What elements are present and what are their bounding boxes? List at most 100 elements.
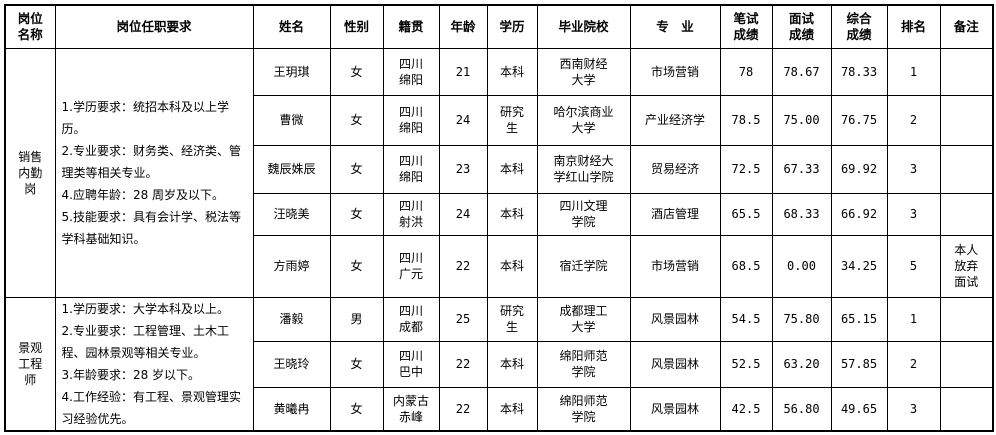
header-requirements: 岗位任职要求 [54, 4, 254, 49]
cell-major: 风景园林 [629, 340, 721, 388]
cell-major: 风景园林 [629, 296, 721, 342]
cell-gender: 男 [329, 296, 384, 342]
cell-education: 本科 [486, 386, 538, 432]
table-row: 王晓玲女四川 巴中 22 本科 绵阳师范 学院 风景园林 52.5 63.20 57.85 2 [5, 340, 994, 388]
cell-written-score: 78 [719, 47, 773, 96]
position-requirements: 1.学历要求：大学本科及以上。 2.专业要求：工程管理、土木工程、园林景观等相关专… [54, 296, 254, 431]
cell-rank: 5 [886, 234, 941, 298]
position-name: 销售 内勤 岗 [4, 47, 56, 298]
cell-name: 方雨婷 [252, 234, 331, 298]
cell-gender: 女 [329, 192, 384, 236]
header-name: 姓名 [252, 4, 331, 49]
table-row: 魏辰姝辰女四川 绵阳 23 本科 南京财经大 学红山学院 贸易经济 72.5 67.33 69… [5, 144, 994, 194]
cell-note [939, 340, 994, 388]
header-row: 岗位 名称 岗位任职要求 姓名 性别 籍贯 年龄 学历 毕业院校专 业笔试 成绩 面试 成绩 综合… [4, 4, 994, 49]
cell-major: 市场营销 [629, 47, 721, 96]
cell-written-score: 68.5 [719, 234, 773, 298]
cell-interview-score: 75.80 [771, 296, 832, 342]
cell-age: 22 [438, 340, 488, 388]
requirement-item: 3.年龄要求：28 岁以下。 [61, 367, 201, 382]
cell-note [939, 386, 994, 432]
cell-total-score: 69.92 [830, 144, 888, 194]
cell-education: 本科 [486, 47, 538, 96]
cell-written-score: 54.5 [719, 296, 773, 342]
cell-interview-score: 56.80 [771, 386, 832, 432]
cell-written-score: 72.5 [719, 144, 773, 194]
cell-school: 西南财经 大学 [536, 47, 631, 96]
cell-origin: 四川 成都 [382, 296, 440, 342]
cell-origin: 四川 广元 [382, 234, 440, 298]
cell-name: 曹微 [252, 94, 331, 146]
cell-rank: 3 [886, 386, 941, 432]
cell-rank: 3 [886, 144, 941, 194]
position-requirements: 1.学历要求：统招本科及以上学历。 2.专业要求：财务类、经济类、管理类等相关专业… [54, 47, 254, 298]
cell-gender: 女 [329, 234, 384, 298]
cell-major: 市场营销 [629, 234, 721, 298]
cell-gender: 女 [329, 144, 384, 194]
cell-rank: 3 [886, 192, 941, 236]
cell-origin: 四川 绵阳 [382, 47, 440, 96]
header-gender: 性别 [329, 4, 384, 49]
header-major: 专 业 [629, 4, 721, 49]
cell-total-score: 65.15 [830, 296, 888, 342]
cell-name: 汪晓美 [252, 192, 331, 236]
header-position: 岗位 名称 [4, 4, 56, 49]
cell-total-score: 78.33 [830, 47, 888, 96]
cell-name: 潘毅 [252, 296, 331, 342]
cell-name: 魏辰姝辰 [252, 144, 331, 194]
cell-education: 本科 [486, 340, 538, 388]
cell-education: 研究 生 [486, 94, 538, 146]
header-origin: 籍贯 [382, 4, 440, 49]
requirement-item: 2.专业要求：财务类、经济类、管理类等相关专业。 [61, 143, 241, 180]
cell-note: 本人 放弃 面试 [939, 234, 994, 298]
cell-major: 贸易经济 [629, 144, 721, 194]
table-row: 汪晓美女四川 射洪 24 本科 四川文理 学院 酒店管理 65.5 68.33 66.92 3 [5, 192, 994, 236]
cell-note [939, 296, 994, 342]
cell-name: 王晓玲 [252, 340, 331, 388]
cell-gender: 女 [329, 386, 384, 432]
cell-total-score: 66.92 [830, 192, 888, 236]
cell-school: 绵阳师范 学院 [536, 340, 631, 388]
cell-note [939, 94, 994, 146]
table-row: 景观 工程 师 1.学历要求：大学本科及以上。 2.专业要求：工程管理、土木工程、园… [4, 296, 994, 431]
cell-age: 24 [438, 94, 488, 146]
cell-age: 24 [438, 192, 488, 236]
position-name: 景观 工程 师 [4, 296, 56, 431]
requirement-item: 1.学历要求：大学本科及以上。 [61, 301, 229, 316]
cell-gender: 女 [329, 47, 384, 96]
cell-school: 成都理工 大学 [536, 296, 631, 342]
cell-note [939, 144, 994, 194]
cell-age: 23 [438, 144, 488, 194]
cell-age: 25 [438, 296, 488, 342]
cell-school: 南京财经大 学红山学院 [536, 144, 631, 194]
cell-rank: 2 [886, 94, 941, 146]
header-written-score: 笔试 成绩 [719, 4, 773, 49]
cell-note [939, 47, 994, 96]
cell-interview-score: 67.33 [771, 144, 832, 194]
cell-origin: 内蒙古 赤峰 [382, 386, 440, 432]
cell-major: 风景园林 [629, 386, 721, 432]
header-note: 备注 [939, 4, 994, 49]
requirement-item: 4.应聘年龄：28 周岁及以下。 [61, 187, 225, 202]
cell-total-score: 34.25 [830, 234, 888, 298]
header-school: 毕业院校 [536, 4, 631, 49]
cell-interview-score: 0.00 [771, 234, 832, 298]
cell-total-score: 76.75 [830, 94, 888, 146]
header-interview-score: 面试 成绩 [771, 4, 832, 49]
cell-origin: 四川 绵阳 [382, 144, 440, 194]
cell-education: 本科 [486, 144, 538, 194]
cell-origin: 四川 绵阳 [382, 94, 440, 146]
cell-major: 产业经济学 [629, 94, 721, 146]
cell-name: 王玥琪 [252, 47, 331, 96]
table-row: 销售 内勤 岗 1.学历要求：统招本科及以上学历。 2.专业要求：财务类、经济类、管… [4, 47, 994, 298]
header-total-score: 综合 成绩 [830, 4, 888, 49]
cell-age: 22 [438, 234, 488, 298]
cell-education: 本科 [486, 234, 538, 298]
requirement-item: 1.学历要求：统招本科及以上学历。 [61, 99, 229, 136]
cell-school: 宿迁学院 [536, 234, 631, 298]
header-education: 学历 [486, 4, 538, 49]
header-rank: 排名 [886, 4, 941, 49]
cell-education: 研究 生 [486, 296, 538, 342]
cell-origin: 四川 射洪 [382, 192, 440, 236]
requirement-item: 4.工作经验：有工程、景观管理实习经验优先。 [61, 389, 241, 426]
